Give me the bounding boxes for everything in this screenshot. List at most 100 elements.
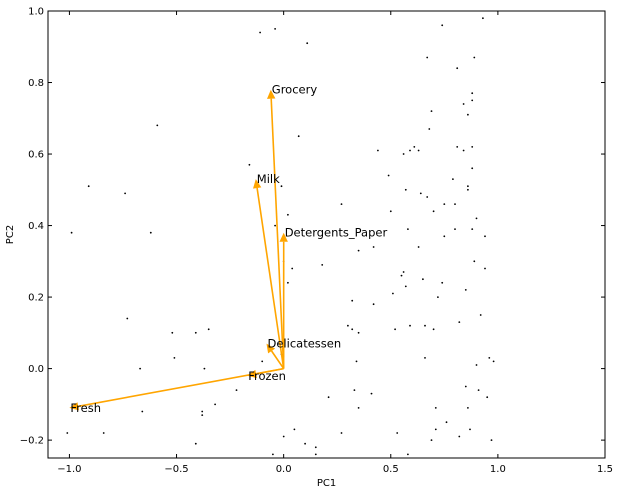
data-point [424, 324, 426, 327]
data-point [173, 357, 176, 359]
data-point [484, 235, 486, 238]
data-point [248, 163, 251, 166]
data-point [430, 439, 433, 441]
data-point [340, 432, 343, 434]
data-point [473, 260, 476, 263]
data-point [259, 31, 261, 34]
data-point [413, 146, 416, 148]
data-point [194, 442, 197, 445]
data-point [417, 246, 420, 248]
x-tick-label: −1.0 [57, 464, 81, 475]
plot-frame [47, 10, 606, 459]
arrow-fresh-shaft [78, 367, 284, 408]
arrow-grocery-head [267, 89, 276, 99]
data-point [454, 203, 456, 206]
feature-arrows [69, 89, 288, 411]
data-point [394, 328, 396, 331]
data-point [126, 317, 129, 320]
data-point [467, 407, 469, 409]
data-point [351, 328, 354, 331]
data-point [207, 328, 210, 331]
data-point [261, 360, 264, 363]
data-point [471, 228, 474, 231]
data-point [124, 192, 126, 195]
data-point [201, 410, 204, 413]
data-point [357, 331, 360, 334]
x-axis-ticks: −1.0 −0.5 0.0 0.5 1.0 1.5 [57, 11, 613, 475]
data-point [327, 396, 330, 399]
data-point [473, 56, 476, 59]
data-point [274, 28, 276, 30]
arrow-milk-head [253, 179, 262, 189]
data-point [402, 271, 405, 273]
data-point [419, 192, 422, 195]
data-point [272, 453, 274, 456]
data-point [407, 453, 409, 456]
data-point [443, 203, 446, 206]
data-point [203, 367, 206, 370]
data-point [477, 389, 480, 391]
data-point [274, 224, 276, 227]
data-point [400, 274, 403, 277]
data-point [372, 246, 375, 248]
x-tick-label: 1.5 [597, 464, 613, 475]
data-point [293, 428, 296, 431]
arrow-delicatessen-head [266, 343, 276, 354]
data-point [469, 428, 471, 431]
y-axis-ticks: −0.2 0.0 0.2 0.4 0.6 0.8 1.0 [20, 7, 605, 447]
data-point [458, 435, 461, 438]
data-point [490, 439, 493, 441]
data-point [456, 67, 459, 70]
scatter-points [66, 17, 495, 456]
data-point [214, 403, 217, 406]
data-point [430, 110, 433, 112]
data-point [357, 249, 360, 252]
data-point [355, 360, 358, 363]
data-point [471, 146, 474, 148]
x-tick-label: 0.5 [383, 464, 399, 475]
data-point [417, 149, 420, 152]
y-tick-label: 0.0 [28, 364, 44, 375]
data-point [282, 435, 285, 438]
data-point [467, 188, 469, 191]
data-point [70, 231, 73, 234]
data-point [304, 442, 306, 445]
data-point [102, 432, 105, 434]
data-point [392, 292, 394, 295]
data-point [402, 153, 405, 155]
data-point [426, 56, 429, 59]
y-tick-label: 1.0 [28, 7, 44, 18]
data-point [409, 149, 411, 152]
arrow-fresh-head [69, 402, 79, 411]
data-point [287, 281, 289, 284]
data-point [445, 421, 448, 424]
y-tick-label: 0.6 [28, 150, 44, 161]
data-point [404, 285, 407, 288]
data-point [441, 281, 444, 284]
data-point [475, 364, 478, 366]
feature-label-delicatessen: Delicatessen [268, 337, 342, 351]
data-point [424, 357, 426, 359]
data-point [464, 289, 467, 291]
data-point [407, 228, 409, 231]
data-point [443, 235, 446, 238]
arrow-detergents-paper-head [279, 232, 288, 242]
data-point [422, 278, 424, 281]
data-point [280, 185, 283, 188]
data-point [458, 321, 461, 323]
data-point [340, 203, 343, 206]
data-point [426, 196, 429, 198]
y-tick-label: 0.4 [28, 221, 44, 232]
feature-label-detergents-paper: Detergents_Paper [285, 226, 388, 240]
data-point [377, 149, 379, 152]
data-point [389, 210, 392, 213]
data-point [396, 432, 399, 434]
data-point [347, 324, 349, 327]
data-point [462, 103, 465, 105]
data-point [353, 389, 356, 391]
x-tick-label: 0.0 [276, 464, 292, 475]
data-point [156, 124, 159, 127]
feature-label-frozen: Frozen [248, 369, 286, 383]
data-point [370, 392, 373, 395]
